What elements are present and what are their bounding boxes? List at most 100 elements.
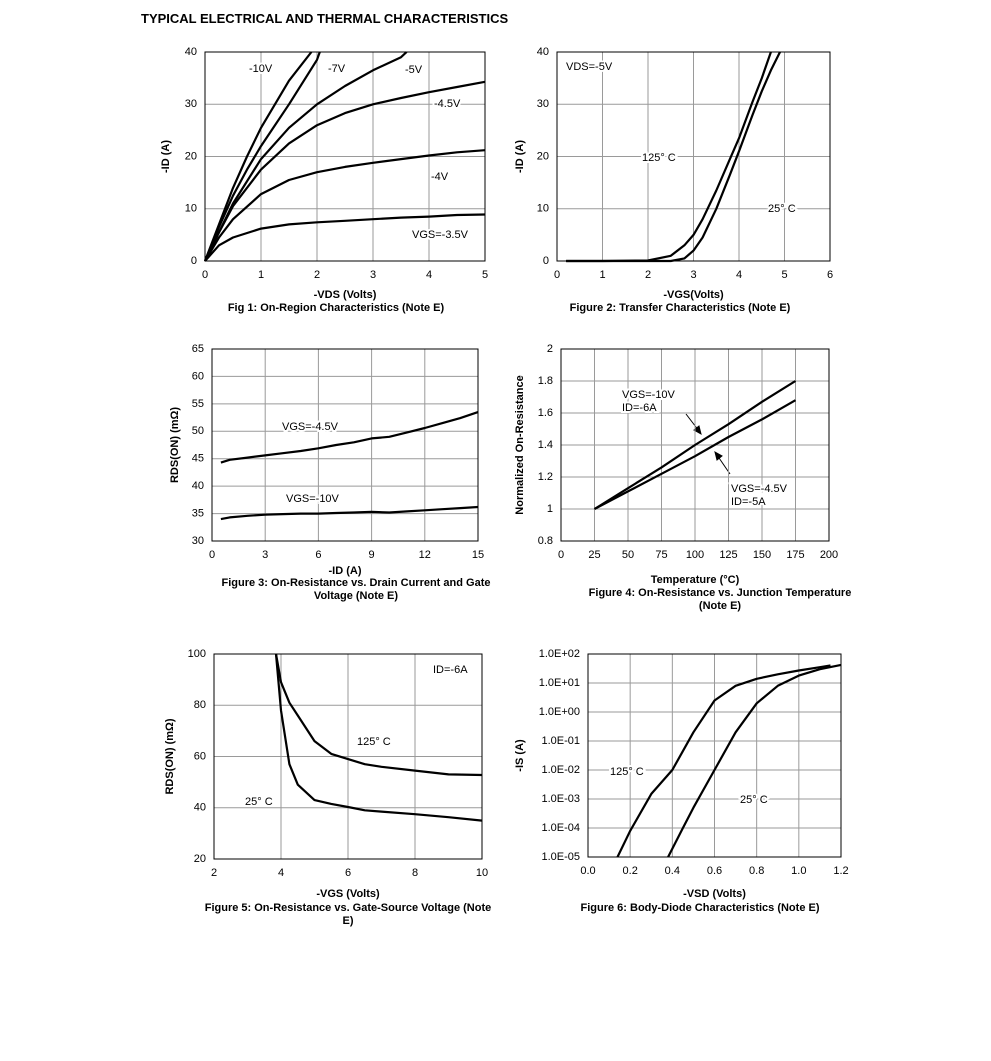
- annotation: ID=-5A: [731, 496, 766, 508]
- y-tick-label: 35: [192, 507, 204, 519]
- x-tick-label: 0.0: [580, 865, 595, 877]
- y-axis-label: RDS(ON) (mΩ): [169, 407, 181, 483]
- x-tick-label: 4: [278, 867, 284, 879]
- series-line: [566, 51, 781, 263]
- x-tick-label: 15: [472, 549, 484, 561]
- x-tick-label: 100: [686, 549, 704, 561]
- x-tick-label: 175: [786, 549, 804, 561]
- x-axis-label: -ID (A): [329, 565, 362, 577]
- x-tick-label: 1: [599, 269, 605, 281]
- plot-frame: [560, 348, 830, 542]
- y-tick-label: 30: [185, 98, 197, 110]
- series-label: -7V: [328, 63, 346, 75]
- x-tick-label: 75: [655, 549, 667, 561]
- x-tick-label: 5: [781, 269, 787, 281]
- series-label: VGS=-3.5V: [412, 229, 469, 241]
- x-tick-label: 0: [558, 549, 564, 561]
- plot-frame: [211, 348, 479, 542]
- y-tick-label: 0.8: [538, 535, 553, 547]
- y-tick-label: 40: [194, 802, 206, 814]
- x-tick-label: 4: [736, 269, 742, 281]
- series-line: [204, 149, 486, 262]
- y-tick-label: 100: [188, 648, 206, 660]
- y-tick-label: 40: [192, 480, 204, 492]
- series-label: 125° C: [357, 736, 391, 748]
- series-label: 125° C: [642, 152, 676, 164]
- x-tick-label: 6: [315, 549, 321, 561]
- y-tick-label: 60: [192, 370, 204, 382]
- y-tick-label: 40: [537, 46, 549, 58]
- y-tick-label: 1: [547, 503, 553, 515]
- y-axis-label: RDS(ON) (mΩ): [164, 718, 176, 794]
- x-tick-label: 8: [412, 867, 418, 879]
- x-axis-label: Temperature (°C): [651, 574, 740, 586]
- series-line: [274, 653, 483, 777]
- y-tick-label: 0: [191, 255, 197, 267]
- y-tick-label: 1.0E+01: [539, 677, 580, 689]
- x-axis-label: -VDS (Volts): [314, 289, 377, 301]
- y-tick-label: 65: [192, 343, 204, 355]
- plot-frame: [204, 51, 486, 262]
- plot-frame: [587, 653, 842, 858]
- x-tick-label: 0: [554, 269, 560, 281]
- x-tick-label: 0: [209, 549, 215, 561]
- figure-caption: Figure 4: On-Resistance vs. Junction Tem…: [588, 587, 852, 612]
- series-label: -4V: [431, 171, 449, 183]
- y-tick-label: 45: [192, 453, 204, 465]
- figure-caption: Figure 5: On-Resistance vs. Gate-Source …: [204, 902, 492, 927]
- series-label: VGS=-10V: [286, 493, 340, 505]
- y-tick-label: 1.2: [538, 471, 553, 483]
- page-title: TYPICAL ELECTRICAL AND THERMAL CHARACTER…: [141, 11, 509, 26]
- series-label: 25° C: [768, 203, 796, 215]
- series-label: -10V: [249, 63, 273, 75]
- x-tick-label: 50: [622, 549, 634, 561]
- x-tick-label: 3: [370, 269, 376, 281]
- x-tick-label: 5: [482, 269, 488, 281]
- y-tick-label: 80: [194, 699, 206, 711]
- y-tick-label: 20: [194, 853, 206, 865]
- x-tick-label: 0.2: [623, 865, 638, 877]
- series-label: -5V: [405, 64, 423, 76]
- y-tick-label: 60: [194, 750, 206, 762]
- series-label: 25° C: [740, 794, 768, 806]
- x-tick-label: 9: [369, 549, 375, 561]
- y-tick-label: 30: [192, 535, 204, 547]
- y-tick-label: 1.0E-05: [541, 851, 580, 863]
- x-tick-label: 4: [426, 269, 432, 281]
- x-tick-label: 1: [258, 269, 264, 281]
- x-tick-label: 3: [690, 269, 696, 281]
- series-line: [593, 380, 797, 510]
- series-line: [203, 51, 321, 262]
- x-tick-label: 0.8: [749, 865, 764, 877]
- y-tick-label: 55: [192, 398, 204, 410]
- annotation: VDS=-5V: [566, 61, 613, 73]
- x-tick-label: 150: [753, 549, 771, 561]
- series-line: [593, 399, 797, 510]
- x-axis-label: -VGS(Volts): [663, 289, 724, 301]
- series-line: [220, 411, 479, 464]
- annotation: ID=-6A: [433, 664, 468, 676]
- figure-caption: Fig 1: On-Region Characteristics (Note E…: [227, 302, 445, 314]
- x-tick-label: 6: [345, 867, 351, 879]
- y-tick-label: 10: [185, 203, 197, 215]
- series-label: VGS=-10V: [622, 389, 676, 401]
- figure-caption: Figure 2: Transfer Characteristics (Note…: [569, 302, 791, 314]
- x-tick-label: 12: [419, 549, 431, 561]
- plot-frame: [213, 653, 483, 860]
- x-tick-label: 6: [827, 269, 833, 281]
- series-label: 25° C: [245, 796, 273, 808]
- x-axis-label: -VSD (Volts): [683, 888, 746, 900]
- figure-caption: Figure 3: On-Resistance vs. Drain Curren…: [221, 577, 491, 602]
- arrow-head: [693, 425, 702, 436]
- x-tick-label: 2: [645, 269, 651, 281]
- y-tick-label: 1.6: [538, 407, 553, 419]
- arrow-head: [714, 450, 723, 461]
- y-tick-label: 1.8: [538, 375, 553, 387]
- x-tick-label: 10: [476, 867, 488, 879]
- x-tick-label: 125: [719, 549, 737, 561]
- series-line: [220, 505, 479, 521]
- series-line: [204, 80, 486, 262]
- x-tick-label: 25: [588, 549, 600, 561]
- y-tick-label: 20: [185, 150, 197, 162]
- figure-caption: Figure 6: Body-Diode Characteristics (No…: [580, 902, 820, 914]
